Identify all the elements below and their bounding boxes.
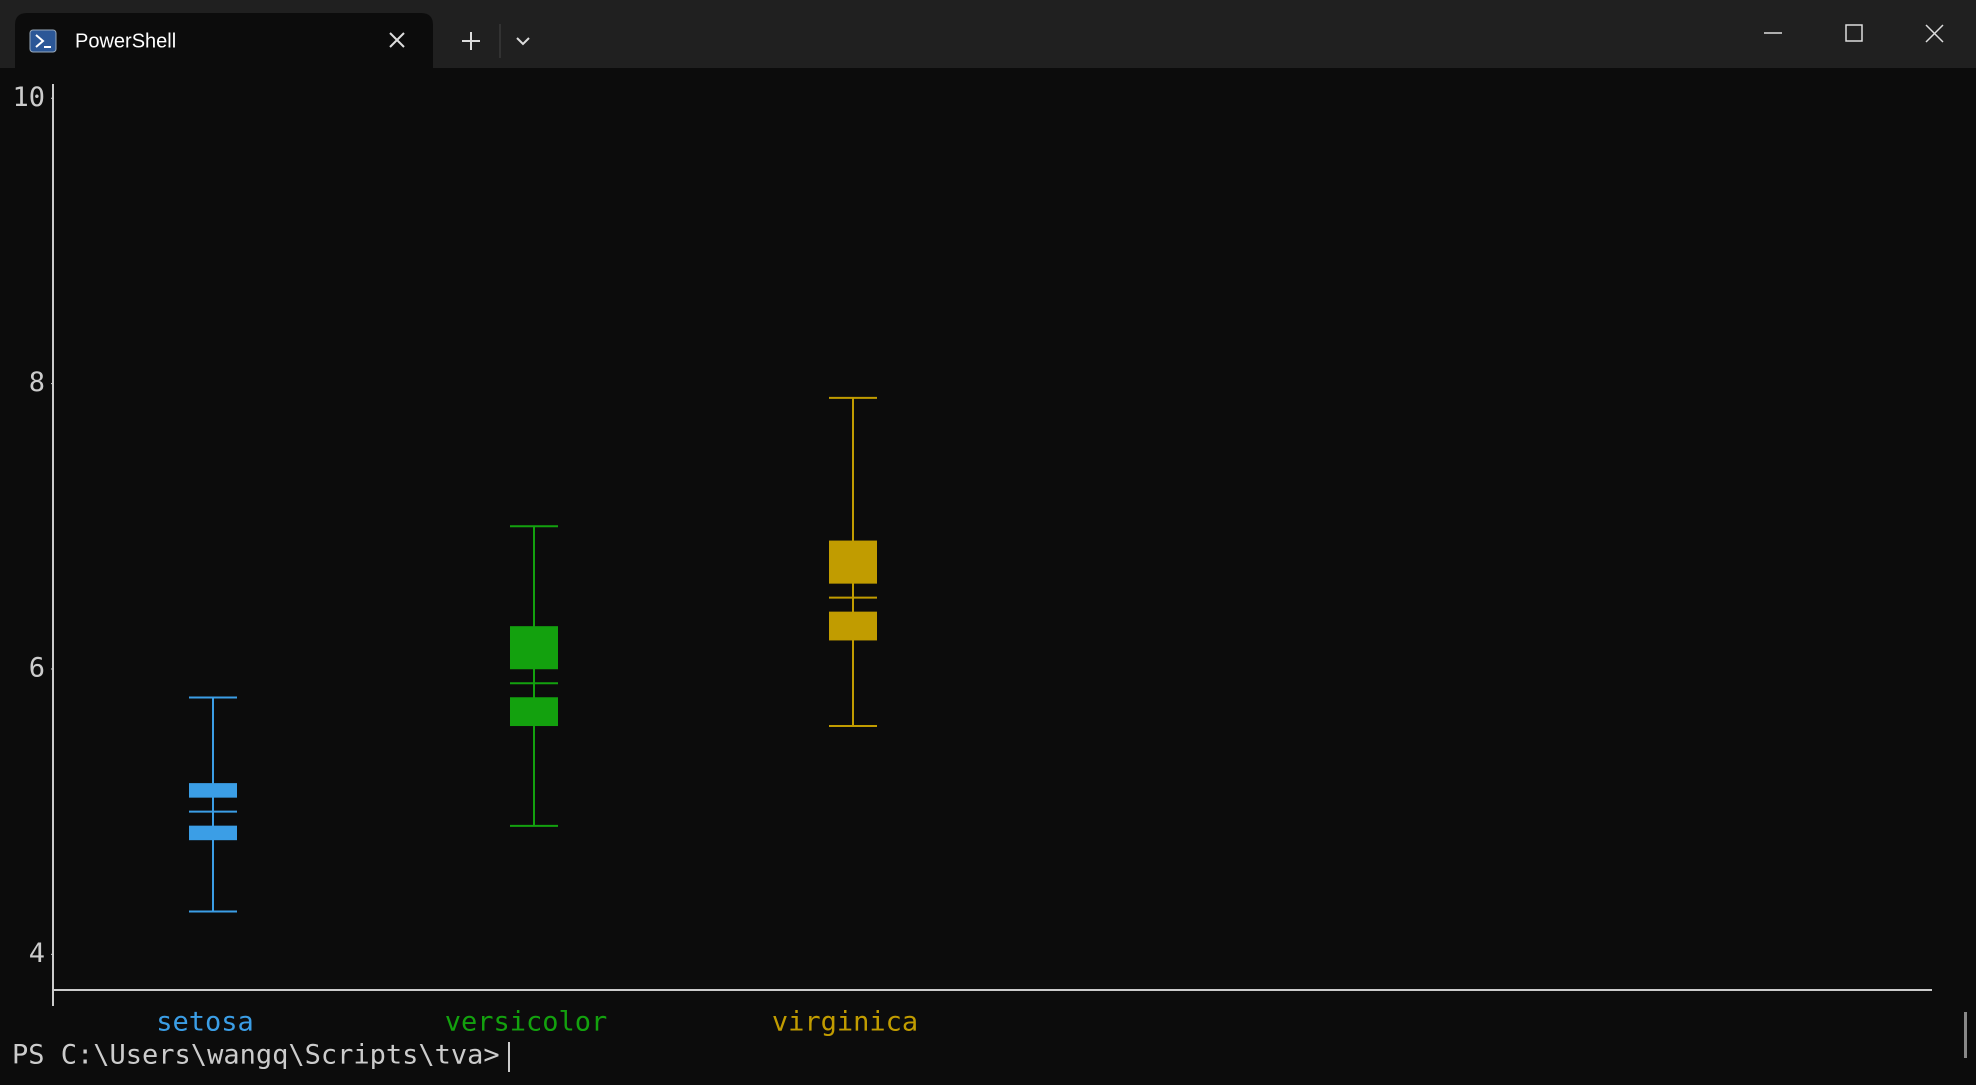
plot: 4 6 8 10 setosa versicolor virginica xyxy=(12,82,1932,1038)
tab[interactable] xyxy=(15,13,433,68)
cursor xyxy=(508,1042,510,1072)
y-tick-label: 6 xyxy=(29,652,45,683)
y-tick-label: 8 xyxy=(29,367,45,398)
x-tick-label: versicolor xyxy=(445,1007,608,1038)
x-tick-label: virginica xyxy=(772,1007,918,1038)
close[interactable] xyxy=(1925,24,1944,43)
prompt: PS C:\Users\wangq\Scripts\tva> xyxy=(12,1040,500,1071)
y-tick-label: 4 xyxy=(29,938,45,969)
maximize[interactable] xyxy=(1845,24,1863,42)
scrollbar[interactable] xyxy=(1964,1012,1967,1058)
x-tick-label: setosa xyxy=(156,1007,254,1038)
tab-title: PowerShell xyxy=(75,30,176,52)
y-tick-label: 10 xyxy=(12,82,45,113)
tab-icon xyxy=(29,29,57,53)
new-tab[interactable] xyxy=(462,32,480,50)
tab-dropdown[interactable] xyxy=(516,37,530,46)
tab-close[interactable] xyxy=(389,32,405,48)
